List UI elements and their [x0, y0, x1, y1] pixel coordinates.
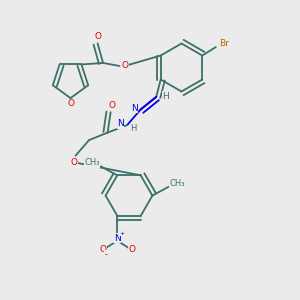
Text: H: H	[130, 124, 136, 133]
Text: N: N	[114, 234, 121, 243]
Text: O: O	[94, 32, 101, 41]
Text: O: O	[122, 61, 128, 70]
Text: O: O	[108, 101, 115, 110]
Text: +: +	[119, 231, 125, 236]
Text: N: N	[117, 119, 124, 128]
Text: O: O	[70, 158, 77, 167]
Text: H: H	[162, 92, 169, 101]
Text: -: -	[104, 250, 107, 260]
Text: N: N	[131, 103, 138, 112]
Text: O: O	[128, 245, 135, 254]
Text: Br: Br	[219, 39, 229, 48]
Text: CH₃: CH₃	[84, 158, 100, 167]
Text: O: O	[67, 99, 74, 108]
Text: O: O	[99, 245, 106, 254]
Text: CH₃: CH₃	[169, 178, 185, 188]
